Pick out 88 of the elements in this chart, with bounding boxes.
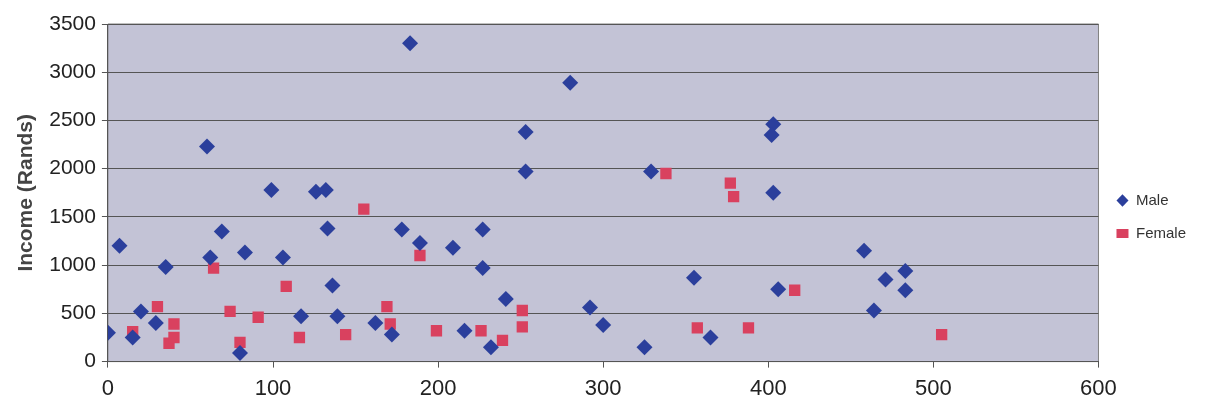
x-tick-label: 100: [254, 374, 292, 400]
legend-label: Male: [1135, 190, 1169, 208]
point: [411, 234, 428, 251]
point: [456, 322, 473, 339]
point: [198, 138, 215, 155]
point: [430, 325, 443, 337]
point: [293, 308, 310, 325]
point: [151, 300, 164, 313]
point: [595, 316, 612, 333]
point: [742, 322, 755, 334]
point: [383, 326, 400, 343]
point: [280, 280, 292, 293]
point: [482, 339, 499, 356]
point: [562, 74, 579, 91]
point: [111, 237, 128, 254]
point: [324, 277, 341, 294]
x-tick-label: 0: [101, 374, 115, 400]
x-tick-label: 400: [749, 374, 787, 400]
point: [393, 221, 410, 238]
point: [765, 184, 782, 201]
point: [234, 336, 246, 348]
point: [581, 299, 598, 316]
point: [147, 315, 164, 332]
point: [384, 318, 396, 330]
point: [168, 318, 180, 330]
point: [789, 284, 801, 296]
x-tick-label: 300: [584, 374, 622, 400]
y-axis-title: Income (Rands): [13, 114, 37, 272]
x-tick-label: 600: [1080, 374, 1117, 400]
point: [231, 344, 248, 361]
point: [724, 177, 736, 189]
point: [865, 302, 882, 319]
x-tick-label: 500: [915, 374, 952, 400]
point: [856, 242, 873, 259]
point: [516, 304, 528, 317]
point: [252, 311, 264, 323]
point: [132, 303, 149, 320]
point: [496, 334, 509, 347]
point: [686, 269, 702, 286]
point: [168, 331, 180, 344]
point: [358, 203, 370, 215]
y-tick-label: 0: [84, 348, 96, 372]
point: [897, 262, 914, 279]
y-tick-label: 1000: [49, 251, 96, 275]
point: [444, 239, 461, 256]
point: [474, 221, 491, 238]
point: [381, 300, 393, 313]
point: [770, 281, 787, 298]
point: [319, 220, 336, 237]
point: [516, 321, 528, 333]
point: [340, 328, 352, 341]
point: [367, 315, 384, 332]
y-tick-label: 2000: [49, 155, 96, 179]
point: [702, 329, 719, 346]
point: [517, 163, 534, 180]
point: [329, 308, 346, 325]
point: [517, 124, 534, 141]
y-tick-label: 3500: [49, 10, 96, 34]
point: [475, 325, 487, 337]
y-tick-label: 500: [60, 300, 96, 324]
point: [935, 328, 948, 341]
point: [202, 249, 219, 266]
point: [274, 249, 291, 266]
point: [414, 249, 426, 262]
point: [293, 331, 306, 344]
point: [213, 223, 230, 240]
point: [897, 282, 914, 299]
point: [643, 163, 660, 180]
y-tick-label: 2500: [49, 107, 96, 131]
legend-label: Female: [1135, 223, 1187, 241]
point: [877, 271, 894, 288]
point: [402, 35, 419, 52]
point: [207, 262, 220, 274]
point: [497, 290, 514, 307]
point: [474, 260, 491, 277]
point: [236, 244, 253, 261]
point: [660, 167, 672, 180]
point: [763, 126, 780, 143]
y-tick-label: 3000: [49, 59, 96, 83]
point: [224, 305, 236, 318]
x-tick-label: 200: [419, 374, 457, 400]
point: [691, 322, 703, 334]
point: [636, 339, 653, 356]
point: [157, 259, 174, 276]
y-tick-label: 1500: [49, 203, 96, 227]
point: [263, 181, 280, 198]
point: [124, 329, 141, 346]
point: [727, 191, 740, 203]
